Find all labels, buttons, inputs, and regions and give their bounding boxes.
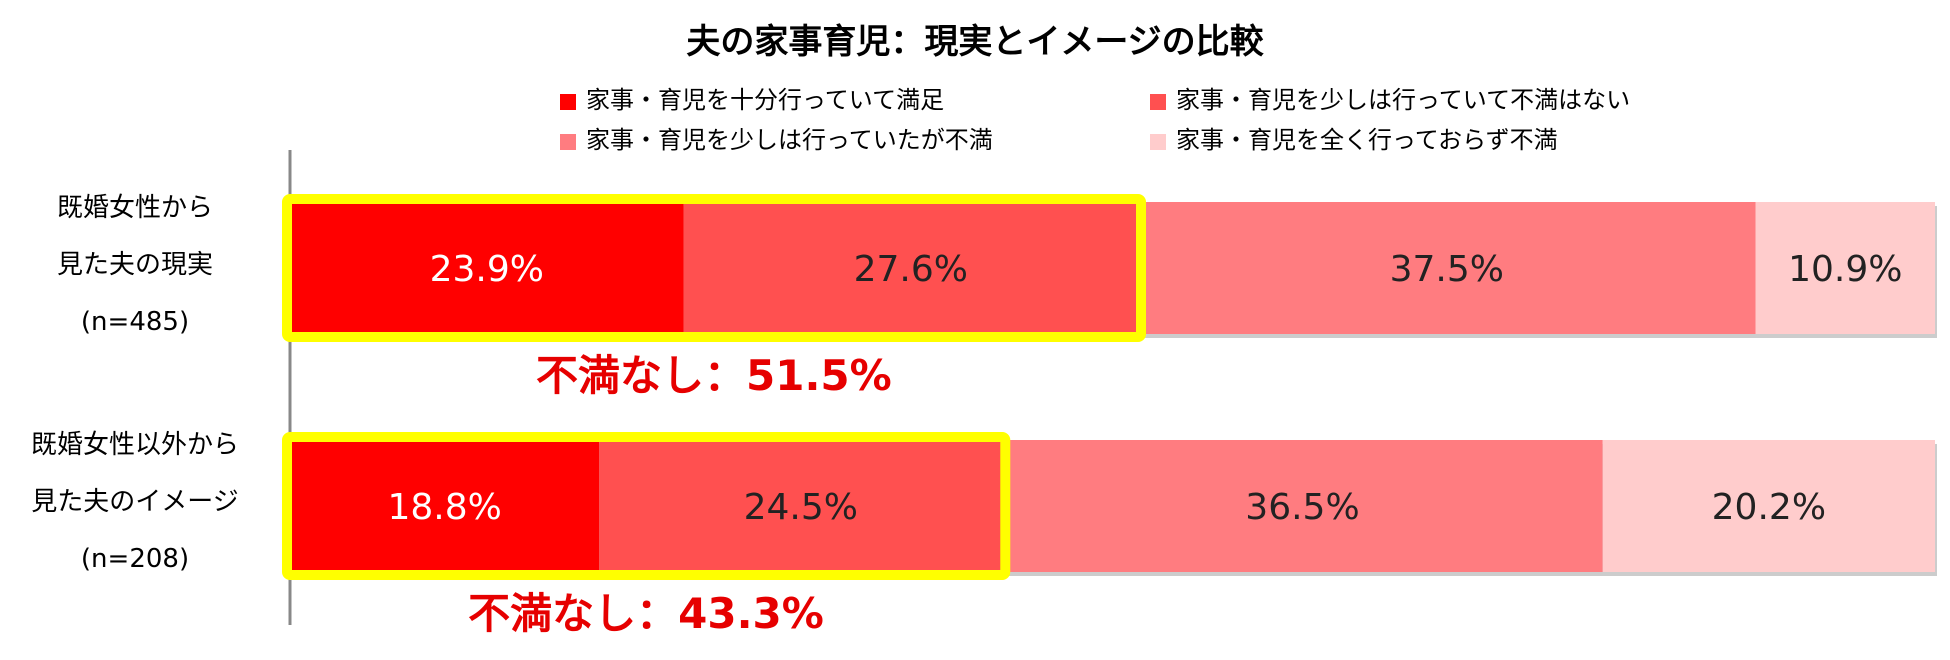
legend-item: 家事・育児を十分行っていて満足 bbox=[560, 86, 1150, 114]
category-label-line: (n=485) bbox=[80, 307, 190, 337]
bar-segment-series-3-row-1 bbox=[1602, 440, 1935, 572]
bars-group: 23.9% 27.6% 37.5% 10.9% 18.8% 24.5% 36.5% 20.2% bbox=[282, 194, 1937, 580]
category-label-line: (n=208) bbox=[80, 544, 190, 574]
highlight-no-complaint-row-0 bbox=[282, 194, 1147, 342]
category-label-line: 見た夫のイメージ bbox=[31, 487, 239, 517]
legend-label: 家事・育児を十分行っていて満足 bbox=[586, 86, 945, 114]
annotation-no-complaint-image: 不満なし：43.3% bbox=[468, 589, 824, 638]
legend-swatch-some-dissatisfied bbox=[560, 134, 576, 150]
bar-segment-series-0-row-1 bbox=[290, 440, 600, 572]
category-label-line: 既婚女性以外から bbox=[30, 430, 239, 460]
bar-segment-series-1-row-1 bbox=[599, 440, 1003, 572]
chart-title: 夫の家事育児：現実とイメージの比較 bbox=[686, 22, 1264, 62]
highlight-no-complaint-row-1 bbox=[282, 432, 1011, 580]
legend-label: 家事・育児を少しは行っていて不満はない bbox=[1176, 86, 1631, 114]
category-label-line: 既婚女性から bbox=[56, 193, 213, 223]
legend-swatch-some-no-complaint bbox=[1150, 94, 1166, 110]
category-label-line: 見た夫の現実 bbox=[56, 250, 213, 280]
legend: 家事・育児を十分行っていて満足 家事・育児を少しは行っていて不満はない 家事・育… bbox=[560, 86, 1760, 154]
legend-label: 家事・育児を少しは行っていたが不満 bbox=[586, 126, 993, 154]
legend-item: 家事・育児を全く行っておらず不満 bbox=[1150, 126, 1750, 154]
legend-swatch-full-satisfied bbox=[560, 94, 576, 110]
category-label-image: 既婚女性以外から 見た夫のイメージ (n=208) bbox=[0, 417, 270, 588]
data-label-series-1-row-0: 27.6% bbox=[854, 249, 968, 290]
legend-item: 家事・育児を少しは行っていたが不満 bbox=[560, 126, 1150, 154]
data-label-series-3-row-1: 20.2% bbox=[1712, 487, 1826, 528]
data-label-series-2-row-0: 37.5% bbox=[1390, 249, 1504, 290]
data-label-series-3-row-0: 10.9% bbox=[1788, 249, 1902, 290]
category-label-reality: 既婚女性から 見た夫の現実 (n=485) bbox=[0, 180, 270, 351]
bar-segment-series-2-row-1 bbox=[1002, 440, 1603, 572]
data-label-series-2-row-1: 36.5% bbox=[1245, 487, 1359, 528]
data-label-series-0-row-0: 23.9% bbox=[430, 249, 544, 290]
bar-segment-series-2-row-0 bbox=[1138, 202, 1756, 334]
bar-segment-series-1-row-0 bbox=[683, 202, 1139, 334]
data-label-series-1-row-1: 24.5% bbox=[744, 487, 858, 528]
bar-segment-series-3-row-0 bbox=[1755, 202, 1935, 334]
legend-swatch-none-dissatisfied bbox=[1150, 134, 1166, 150]
legend-item: 家事・育児を少しは行っていて不満はない bbox=[1150, 86, 1750, 114]
data-label-series-0-row-1: 18.8% bbox=[387, 487, 501, 528]
annotation-no-complaint-reality: 不満なし：51.5% bbox=[536, 351, 892, 400]
bar-segment-series-0-row-0 bbox=[290, 202, 684, 334]
legend-label: 家事・育児を全く行っておらず不満 bbox=[1176, 126, 1558, 154]
